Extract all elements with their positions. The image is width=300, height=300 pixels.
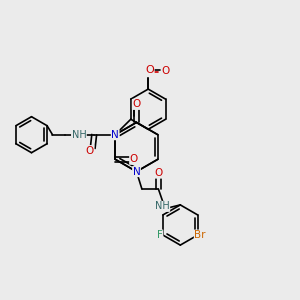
Text: NH: NH — [155, 201, 170, 212]
Text: N: N — [133, 167, 140, 177]
Text: O: O — [85, 146, 94, 156]
Text: O: O — [162, 66, 170, 76]
Text: O: O — [145, 65, 154, 75]
Text: NH: NH — [71, 130, 86, 140]
Text: O: O — [130, 154, 138, 164]
Text: O: O — [132, 99, 141, 110]
Text: F: F — [157, 230, 163, 240]
Text: O: O — [144, 67, 152, 77]
Text: Br: Br — [194, 230, 206, 240]
Text: N: N — [111, 130, 119, 140]
Text: O: O — [154, 168, 163, 178]
